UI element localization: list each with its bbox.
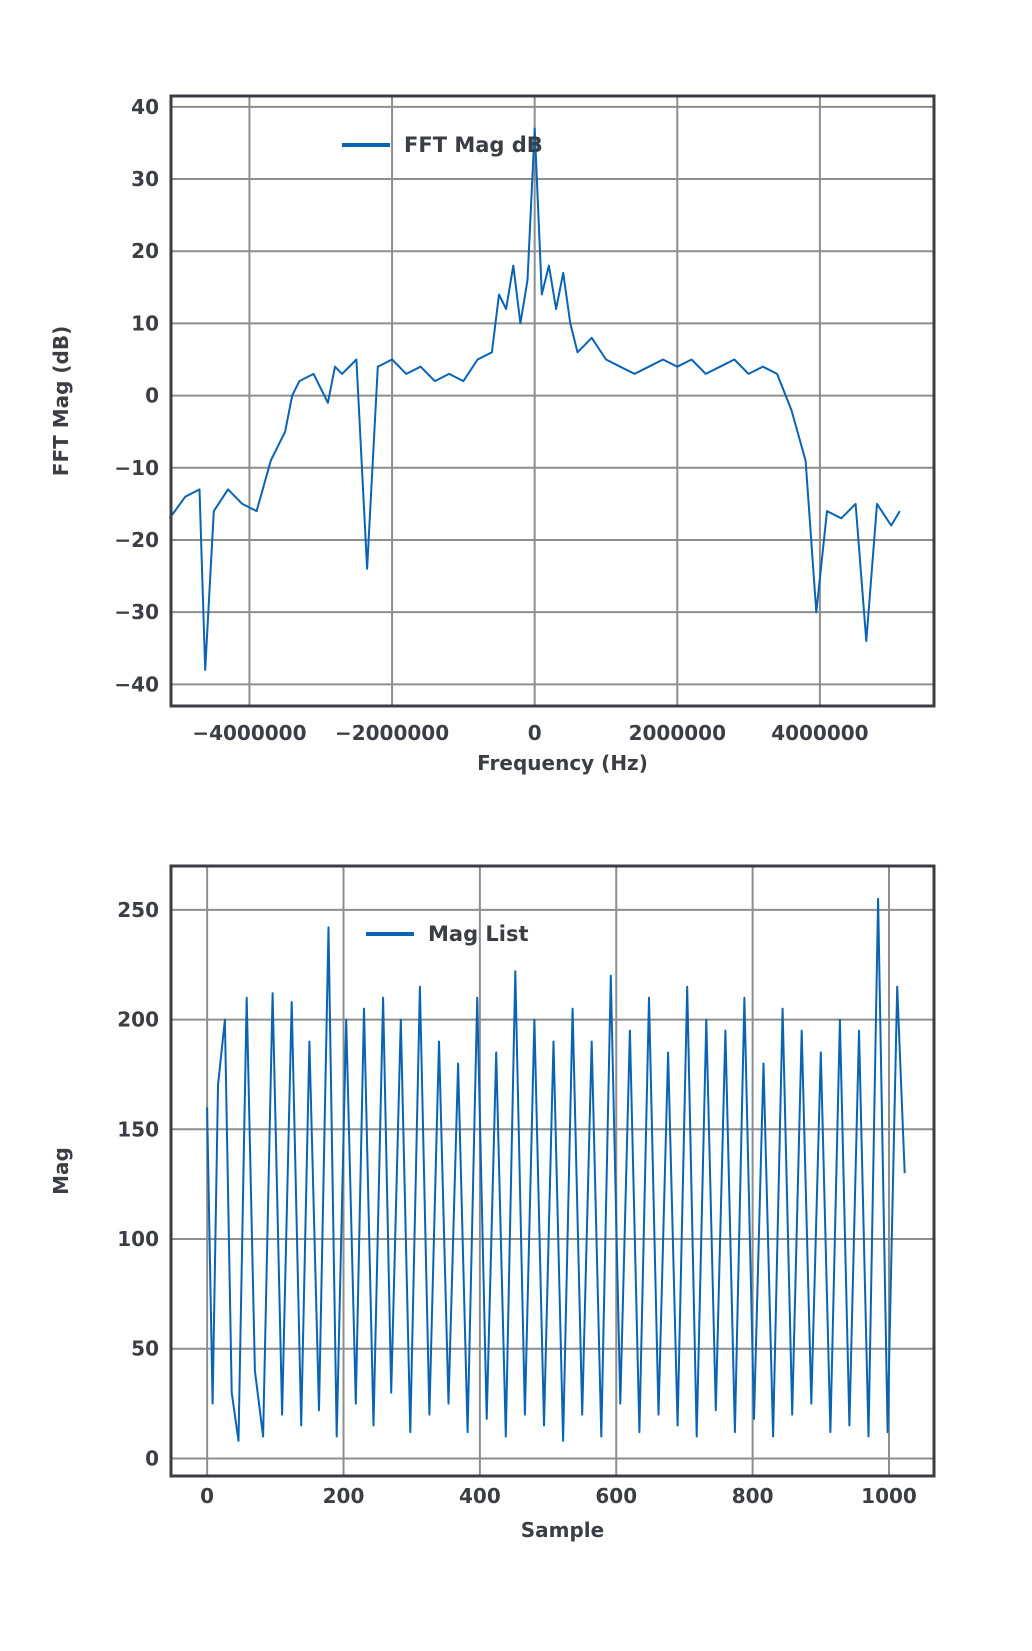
magnitude-list-chart: 0 200 400 600 800 1000 250 200 150 100 50 0 Sample Ma… [49, 864, 936, 1542]
plot-area [171, 866, 934, 1476]
x-axis-label: Frequency (Hz) [477, 751, 648, 775]
y-tick-label: 200 [117, 1008, 159, 1032]
y-axis-label: FFT Mag (dB) [49, 326, 73, 476]
x-tick-label: −4000000 [192, 721, 306, 745]
x-tick-label: 400 [459, 1484, 501, 1508]
y-tick-label: 40 [131, 95, 159, 119]
y-tick-label: 50 [131, 1337, 159, 1361]
x-tick-label: 0 [528, 721, 542, 745]
x-axis-label: Sample [521, 1518, 604, 1542]
x-tick-label: 4000000 [771, 721, 868, 745]
y-tick-label: 250 [117, 898, 159, 922]
y-tick-label: −20 [114, 528, 159, 552]
fft-magnitude-chart: −4000000 −2000000 0 2000000 4000000 40 30 20 10 0… [49, 94, 936, 775]
series-line [168, 127, 901, 671]
plot-frame [169, 94, 936, 708]
y-tick-label: 0 [145, 1446, 159, 1470]
y-tick-label: 30 [131, 167, 159, 191]
y-tick-label: −40 [114, 672, 159, 696]
y-tick-label: 20 [131, 239, 159, 263]
legend-label: Mag List [428, 922, 529, 946]
x-tick-label: 0 [200, 1484, 214, 1508]
x-tick-label: 1000 [861, 1484, 917, 1508]
x-tick-label: 200 [323, 1484, 365, 1508]
x-tick-label: 2000000 [629, 721, 726, 745]
y-tick-label: 0 [145, 384, 159, 408]
legend-label: FFT Mag dB [404, 133, 543, 157]
y-tick-label: −30 [114, 600, 159, 624]
y-tick-label: 100 [117, 1227, 159, 1251]
y-axis-label: Mag [49, 1147, 73, 1195]
y-tick-label: −10 [114, 456, 159, 480]
x-tick-label: 800 [732, 1484, 774, 1508]
x-tick-label: 600 [595, 1484, 637, 1508]
y-tick-label: 150 [117, 1117, 159, 1141]
plot-area [171, 96, 934, 706]
series-line [206, 897, 906, 1442]
plot-frame [169, 864, 936, 1478]
x-tick-label: −2000000 [335, 721, 449, 745]
y-tick-label: 10 [131, 311, 159, 335]
